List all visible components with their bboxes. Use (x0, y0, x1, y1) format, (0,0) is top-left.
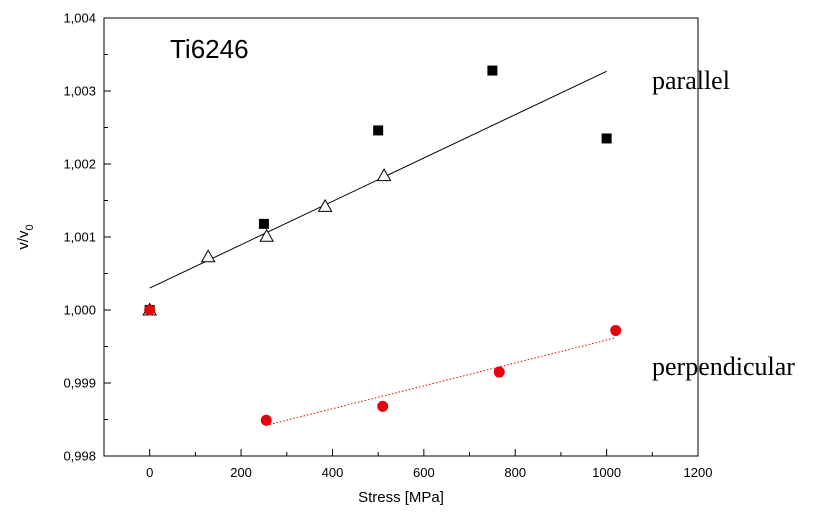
data-point-circle (260, 414, 272, 426)
y-axis-title: v/v0 (15, 224, 36, 249)
data-point-triangle (200, 249, 216, 263)
y-tick-label: 1,004 (63, 11, 96, 26)
data-point-square (601, 133, 612, 144)
axis-tick-labels: 0 200 400 600 800 1000 1200 0,998 0,999 1,000 1,00… (63, 11, 712, 481)
x-tick-label: 200 (230, 465, 252, 480)
x-tick-label: 1200 (684, 465, 713, 480)
data-point-circle (144, 304, 156, 316)
y-tick-label: 0,999 (63, 376, 96, 391)
y-tick-label: 0,998 (63, 449, 96, 464)
x-tick-label: 1000 (592, 465, 621, 480)
x-tick-label: 800 (504, 465, 526, 480)
svg-text:v/v0: v/v0 (15, 224, 36, 249)
annotation-parallel: parallel (652, 66, 730, 95)
y-axis-title-subscript: 0 (24, 224, 36, 230)
fit-lines (149, 70, 616, 426)
data-point-triangle (376, 168, 392, 182)
fit-line-perpendicular (266, 337, 616, 426)
data-markers (142, 65, 622, 426)
data-point-triangle (259, 228, 275, 242)
y-tick-label: 1,000 (63, 303, 96, 318)
plot-frame (103, 17, 699, 457)
annotation-perpendicular: perpendicular (652, 352, 795, 381)
data-point-circle (377, 400, 389, 412)
x-tick-label: 400 (322, 465, 344, 480)
y-tick-label: 1,002 (63, 157, 96, 172)
axis-ticks (103, 17, 699, 457)
data-point-square (258, 218, 269, 229)
x-tick-label: 600 (413, 465, 435, 480)
y-tick-label: 1,001 (63, 230, 96, 245)
y-tick-label: 1,003 (63, 84, 96, 99)
data-point-triangle (317, 198, 333, 212)
x-tick-label: 0 (146, 465, 153, 480)
data-point-circle (610, 324, 622, 336)
chart-title: Ti6246 (170, 34, 249, 64)
y-axis-title-main: v/v (15, 230, 32, 250)
data-point-square (487, 65, 498, 76)
data-point-circle (493, 366, 505, 378)
data-point-square (373, 125, 384, 136)
x-axis-title: Stress [MPa] (358, 489, 444, 506)
